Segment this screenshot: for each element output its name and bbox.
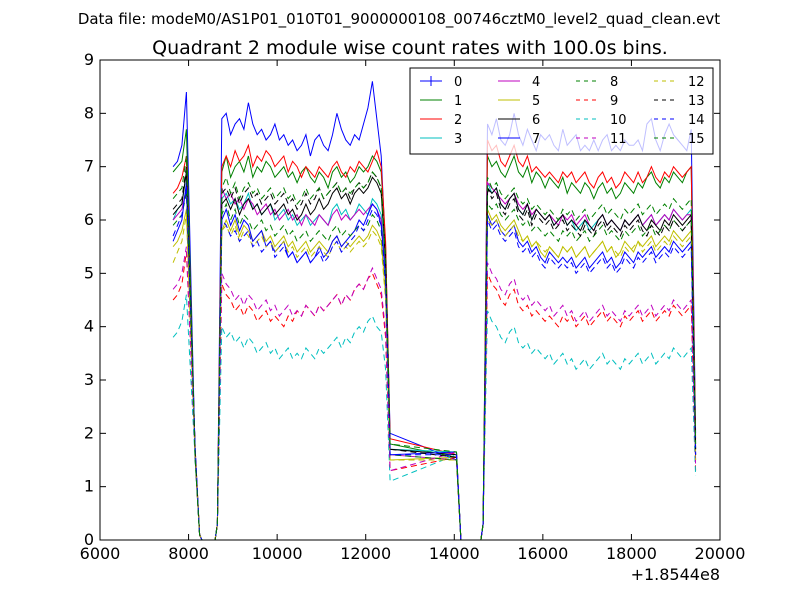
legend-label-2: 2 [454, 113, 462, 128]
x-tick-label: 12000 [340, 544, 391, 563]
series-line-6 [172, 171, 697, 540]
x-tick-label: 18000 [606, 544, 657, 563]
legend-box [409, 67, 714, 155]
series-line-9 [172, 251, 697, 540]
legend-label-11: 11 [610, 132, 627, 147]
y-tick-label: 7 [84, 157, 94, 176]
x-offset-label: +1.8544e8 [631, 565, 720, 584]
x-tick-label: 14000 [429, 544, 480, 563]
series-line-15 [172, 155, 697, 540]
y-tick-label: 2 [84, 423, 94, 442]
series-line-11 [172, 246, 697, 540]
legend-label-3: 3 [454, 132, 462, 147]
series-line-7 [172, 182, 697, 540]
legend-label-14: 14 [688, 113, 705, 128]
series-line-10 [172, 294, 697, 540]
y-tick-label: 5 [84, 263, 94, 282]
legend-label-4: 4 [532, 75, 540, 90]
x-tick-label: 10000 [252, 544, 303, 563]
x-tick-label: 16000 [517, 544, 568, 563]
series-line-1 [172, 129, 697, 540]
legend-label-15: 15 [688, 132, 705, 147]
plot-frame [99, 59, 721, 541]
y-tick-label: 8 [84, 103, 94, 122]
legend-label-6: 6 [532, 113, 540, 128]
plot-area: 6000 8000 10000 12000 14000 16000 18000 20000 0 1… [80, 50, 746, 563]
series-group [172, 81, 697, 540]
series-line-8 [172, 193, 697, 540]
x-tick-label: 8000 [168, 544, 209, 563]
series-line-14 [172, 187, 697, 540]
legend-label-13: 13 [688, 94, 705, 109]
legend-label-7: 7 [532, 132, 540, 147]
legend-label-8: 8 [610, 75, 618, 90]
series-line-13 [172, 166, 697, 540]
series-line-12 [172, 214, 697, 540]
legend-label-10: 10 [610, 113, 627, 128]
y-tick-label: 3 [84, 370, 94, 389]
y-tick-label: 0 [84, 530, 94, 549]
legend-label-1: 1 [454, 94, 462, 109]
y-tick-label: 9 [84, 50, 94, 69]
legend-label-5: 5 [532, 94, 540, 109]
series-line-5 [172, 209, 697, 540]
legend-label-0: 0 [454, 75, 462, 90]
y-tick-label: 1 [84, 477, 94, 496]
legend-label-9: 9 [610, 94, 618, 109]
x-tick-label: 6000 [80, 544, 121, 563]
x-tick-label: 20000 [695, 544, 746, 563]
figure-suptitle: Data file: modeM0/AS1P01_010T01_90000001… [78, 10, 720, 29]
y-tick-label: 6 [84, 210, 94, 229]
series-line-2 [172, 139, 697, 540]
chart-title: Quadrant 2 module wise count rates with … [152, 37, 668, 59]
legend-label-12: 12 [688, 75, 705, 90]
y-tick-label: 4 [84, 317, 94, 336]
